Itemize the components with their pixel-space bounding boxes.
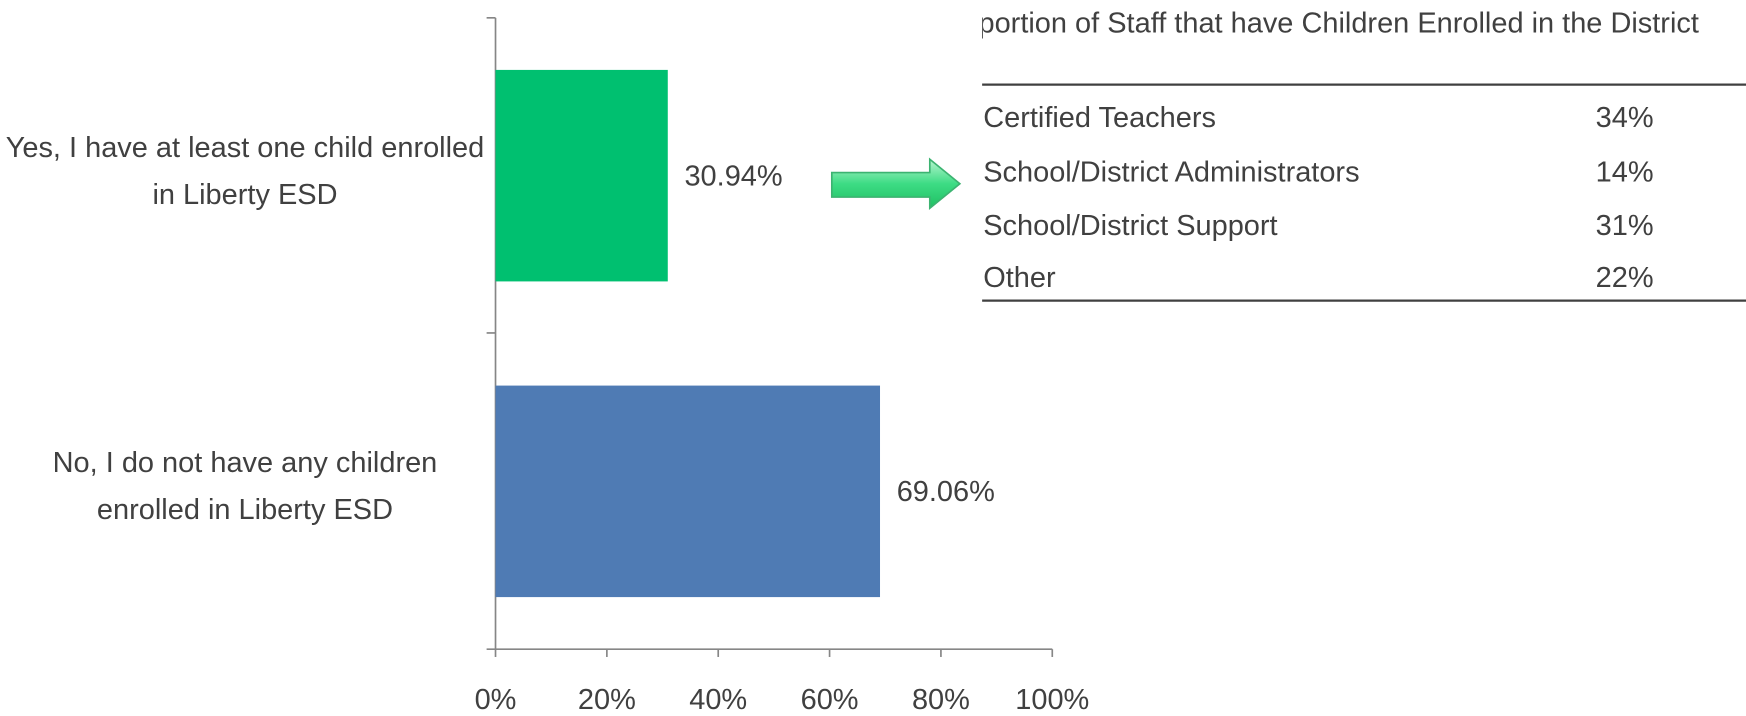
x-tick-label: 100% [1015, 684, 1089, 716]
value-label: 30.94% [684, 161, 782, 193]
table-row-label: School/District Support [983, 210, 1277, 242]
table-row-label: Other [983, 262, 1056, 294]
table-title: Proportion of Staff that have Children E… [982, 5, 1699, 39]
table-title-box: Proportion of Staff that have Children E… [982, 5, 1699, 39]
table-row-value: 22% [1596, 262, 1654, 294]
x-tick-label: 40% [689, 684, 747, 716]
arrow [830, 157, 962, 210]
value-label: 69.06% [897, 476, 995, 508]
table-row-value: 14% [1596, 156, 1654, 188]
category-label: No, I do not have any children enrolled … [52, 445, 438, 526]
x-tick-label: 20% [578, 684, 636, 716]
bar [495, 385, 881, 598]
table-row-label: Certified Teachers [983, 102, 1216, 134]
category-label: Yes, I have at least one child enrolled … [5, 130, 485, 211]
category-label-box: No, I do not have any children enrolled … [52, 445, 438, 526]
x-tick-label: 60% [801, 684, 859, 716]
x-tick-label: 0% [475, 684, 517, 716]
table-row-label: School/District Administrators [983, 156, 1359, 188]
table-row-value: 31% [1596, 210, 1654, 242]
table-row-value: 34% [1596, 102, 1654, 134]
x-tick-label: 80% [912, 684, 970, 716]
bar [495, 69, 668, 282]
category-label-box: Yes, I have at least one child enrolled … [5, 130, 485, 211]
